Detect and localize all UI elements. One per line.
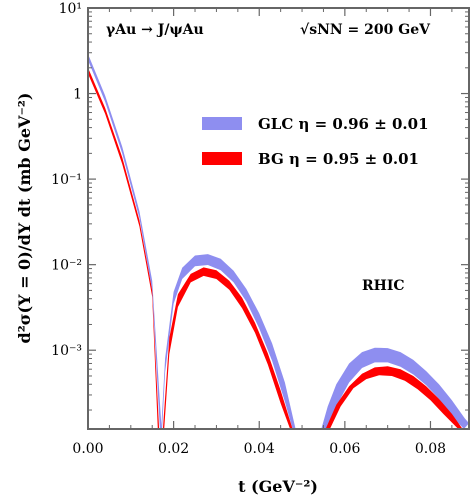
band-bg-lobe-3 [325, 366, 463, 429]
legend-swatch-bg [202, 152, 242, 165]
x-tick-label: 0.00 [72, 441, 103, 457]
y-tick-label: 10⁻¹ [51, 172, 82, 188]
legend-label-bg: BG η = 0.95 ± 0.01 [258, 150, 419, 168]
band-glc-lobe-2 [161, 254, 296, 429]
y-axis-title: d²σ(Y = 0)/dY dt (mb GeV⁻²) [15, 93, 34, 344]
y-tick-label: 10⁻³ [51, 343, 82, 359]
y-tick-label: 10¹ [59, 1, 82, 17]
annotation-process: γAu → J/ψAu [106, 22, 204, 38]
annotation-collider: RHIC [362, 278, 405, 294]
annotation-energy: √sNN = 200 GeV [300, 22, 431, 38]
x-axis: 0.00 0.02 0.04 0.06 0.08 [72, 8, 453, 457]
legend-label-glc: GLC η = 0.96 ± 0.01 [258, 115, 429, 133]
x-tick-label: 0.04 [244, 441, 275, 457]
y-axis: 10¹ 1 10⁻¹ 10⁻² 10⁻³ [51, 1, 469, 411]
legend: GLC η = 0.96 ± 0.01 BG η = 0.95 ± 0.01 [202, 115, 429, 168]
x-axis-title: t (GeV⁻²) [238, 477, 318, 496]
band-glc-lobe-3 [321, 347, 469, 429]
legend-swatch-glc [202, 117, 242, 130]
plot-frame [87, 7, 470, 430]
x-tick-label: 0.06 [329, 441, 360, 457]
data-bands [88, 54, 469, 429]
y-tick-label: 10⁻² [51, 258, 82, 274]
x-tick-label: 0.08 [415, 441, 446, 457]
x-tick-label: 0.02 [158, 441, 189, 457]
y-tick-label: 1 [73, 87, 82, 103]
